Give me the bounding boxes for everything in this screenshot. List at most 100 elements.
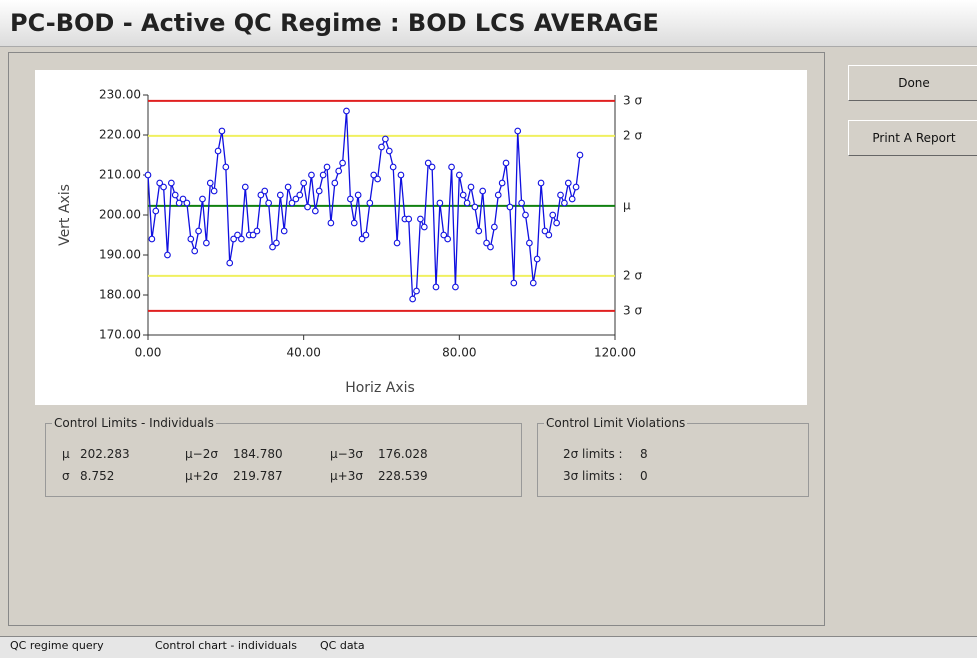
data-point	[269, 243, 276, 251]
data-point	[164, 251, 171, 259]
tab[interactable]: QC regime query	[10, 639, 104, 652]
tab-bar: QC regime query Control chart - individu…	[0, 636, 977, 658]
data-point	[370, 171, 378, 179]
tab[interactable]: Control chart - individuals	[155, 639, 297, 652]
data-point	[214, 147, 222, 155]
data-point	[510, 279, 518, 287]
data-point	[292, 195, 300, 203]
data-point	[288, 199, 296, 207]
limit-name: μ−3σ	[330, 447, 363, 461]
limit-label: 3 σ	[623, 303, 642, 317]
data-point	[448, 163, 455, 171]
data-point	[483, 239, 490, 247]
data-point	[479, 187, 487, 195]
data-point	[144, 171, 152, 179]
data-point	[152, 207, 160, 215]
data-point	[273, 239, 280, 247]
data-point	[572, 183, 580, 191]
data-point	[249, 231, 257, 239]
print-button[interactable]: Print A Report	[848, 120, 977, 156]
data-point	[440, 231, 448, 239]
data-point	[319, 171, 327, 179]
x-tick-label: 80.00	[442, 346, 476, 360]
x-tick-label: 0.00	[135, 346, 162, 360]
limit-label: 2 σ	[623, 128, 642, 142]
data-point	[160, 183, 167, 191]
data-point	[203, 239, 210, 247]
chart: Vert Axis Horiz Axis 170.00 180.00 190.00 2…	[35, 70, 807, 405]
data-point	[568, 195, 576, 203]
limit-name: μ+2σ	[185, 469, 218, 483]
data-point	[444, 235, 452, 243]
data-point	[475, 227, 483, 235]
data-point	[238, 235, 245, 243]
y-tick-label: 200.00	[99, 208, 141, 222]
y-axis-label: Vert Axis	[57, 184, 73, 246]
data-point	[459, 191, 467, 199]
y-tick-label: 190.00	[99, 248, 141, 262]
done-button[interactable]: Done	[848, 65, 977, 101]
data-point	[187, 235, 195, 243]
data-point	[420, 223, 428, 231]
data-point	[276, 191, 284, 199]
data-point	[350, 219, 358, 227]
data-point	[432, 283, 440, 291]
data-point	[452, 283, 459, 291]
data-point	[471, 203, 479, 211]
data-point	[339, 159, 346, 167]
data-point	[280, 227, 288, 235]
data-point	[343, 107, 350, 115]
violations-group: Control Limit Violations	[537, 416, 809, 497]
limit-value: 202.283	[80, 447, 130, 461]
data-point	[234, 231, 241, 239]
data-point	[347, 195, 354, 203]
data-point	[210, 187, 218, 195]
limit-name: σ	[62, 469, 70, 483]
data-point	[323, 163, 331, 171]
data-point	[230, 235, 237, 243]
y-tick-label: 210.00	[99, 168, 141, 182]
data-point	[374, 175, 381, 183]
violation-name: 3σ limits :	[563, 469, 623, 483]
violation-value: 8	[640, 447, 648, 461]
data-point	[308, 171, 315, 179]
data-point	[241, 183, 249, 191]
data-point	[463, 199, 471, 207]
data-point	[218, 127, 226, 135]
limit-label: 2 σ	[623, 268, 642, 282]
data-point	[382, 135, 389, 143]
limit-value: 219.787	[233, 469, 283, 483]
data-point	[179, 195, 187, 203]
data-point	[487, 243, 494, 251]
data-point	[148, 235, 156, 243]
tab[interactable]: QC data	[320, 639, 365, 652]
limit-value: 176.028	[378, 447, 428, 461]
data-point	[257, 191, 265, 199]
data-point	[168, 179, 175, 187]
data-point	[335, 167, 343, 175]
data-point	[541, 227, 549, 235]
title-bar: PC-BOD - Active QC Regime : BOD LCS AVER…	[0, 0, 977, 47]
data-point	[300, 179, 308, 187]
data-point	[261, 187, 269, 195]
y-tick-label: 180.00	[99, 288, 141, 302]
data-point	[436, 199, 444, 207]
limit-label: μ	[623, 198, 631, 212]
data-point	[222, 163, 230, 171]
data-point	[417, 215, 424, 223]
y-tick-label: 230.00	[99, 88, 141, 102]
data-point	[533, 255, 541, 263]
data-point	[171, 191, 179, 199]
data-point	[498, 179, 506, 187]
data-point	[304, 203, 311, 211]
data-point	[385, 147, 393, 155]
data-point	[226, 259, 234, 267]
data-point	[199, 195, 206, 203]
data-point	[424, 159, 432, 167]
x-axis-label: Horiz Axis	[345, 380, 415, 396]
data-point	[537, 179, 545, 187]
data-point	[529, 279, 537, 287]
x-tick-label: 40.00	[286, 346, 320, 360]
data-point	[206, 179, 214, 187]
